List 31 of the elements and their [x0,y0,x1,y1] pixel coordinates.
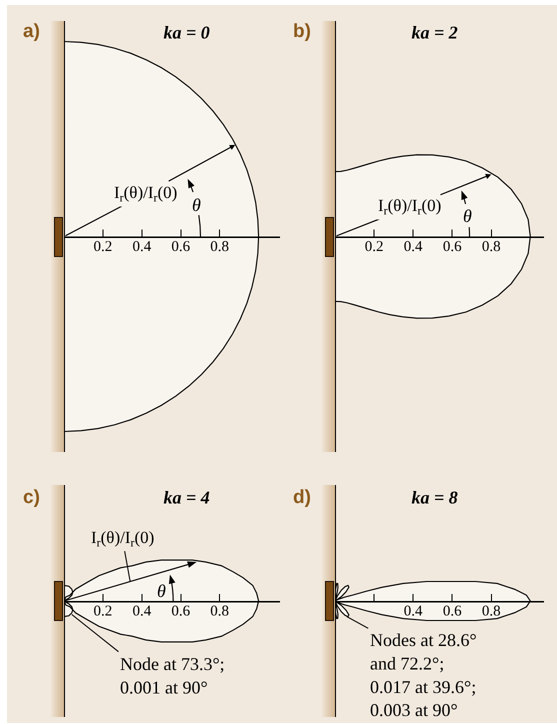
text: a) [23,21,40,42]
chart-title: ka = 4 [163,487,210,508]
x-tick-label: 0.8 [210,238,230,255]
annotation: Nodes at 28.6° and 72.2°; 0.017 at 39.6°; 0.003 at 90° [370,630,477,720]
x-tick-label: 0.2 [94,603,112,620]
x-tick-label: 0.2 [94,238,112,255]
x-tick-label: 0.6 [442,238,462,255]
annotation: θ [157,581,166,601]
x-tick-label: 0.6 [171,603,191,620]
x-tick-label: 0.2 [364,238,384,255]
annotation: θ [192,195,201,215]
annotation: θ [463,206,472,226]
x-tick-label: 0.4 [404,238,424,255]
x-tick-label: 0.4 [132,238,152,255]
chart-title: ka = 0 [163,22,210,42]
x-tick-label: 0.6 [171,238,191,255]
x-tick-label: 0.4 [404,603,424,620]
x-tick-label: 0.6 [442,603,462,620]
chart-title: ka = 2 [411,22,458,42]
x-tick-label: 0.8 [210,603,230,620]
chart-title: ka = 8 [411,487,458,508]
x-tick-label: 0.8 [482,603,501,620]
annotation: I$_{r}$(θ)/I$_{r}$(0) [114,183,178,205]
annotation: Node at 73.3°; 0.001 at 90° [120,654,225,698]
annotation: I$_{r}$(θ)/I$_{r}$(0) [378,196,442,218]
text: d) [293,487,311,508]
text: b) [293,21,311,42]
x-tick-label: 0.8 [482,238,501,255]
x-tick-label: 0.4 [132,603,152,620]
text: I$_{r}$(θ)/I$_{r}$(0) [91,528,154,550]
text: c) [23,487,40,508]
